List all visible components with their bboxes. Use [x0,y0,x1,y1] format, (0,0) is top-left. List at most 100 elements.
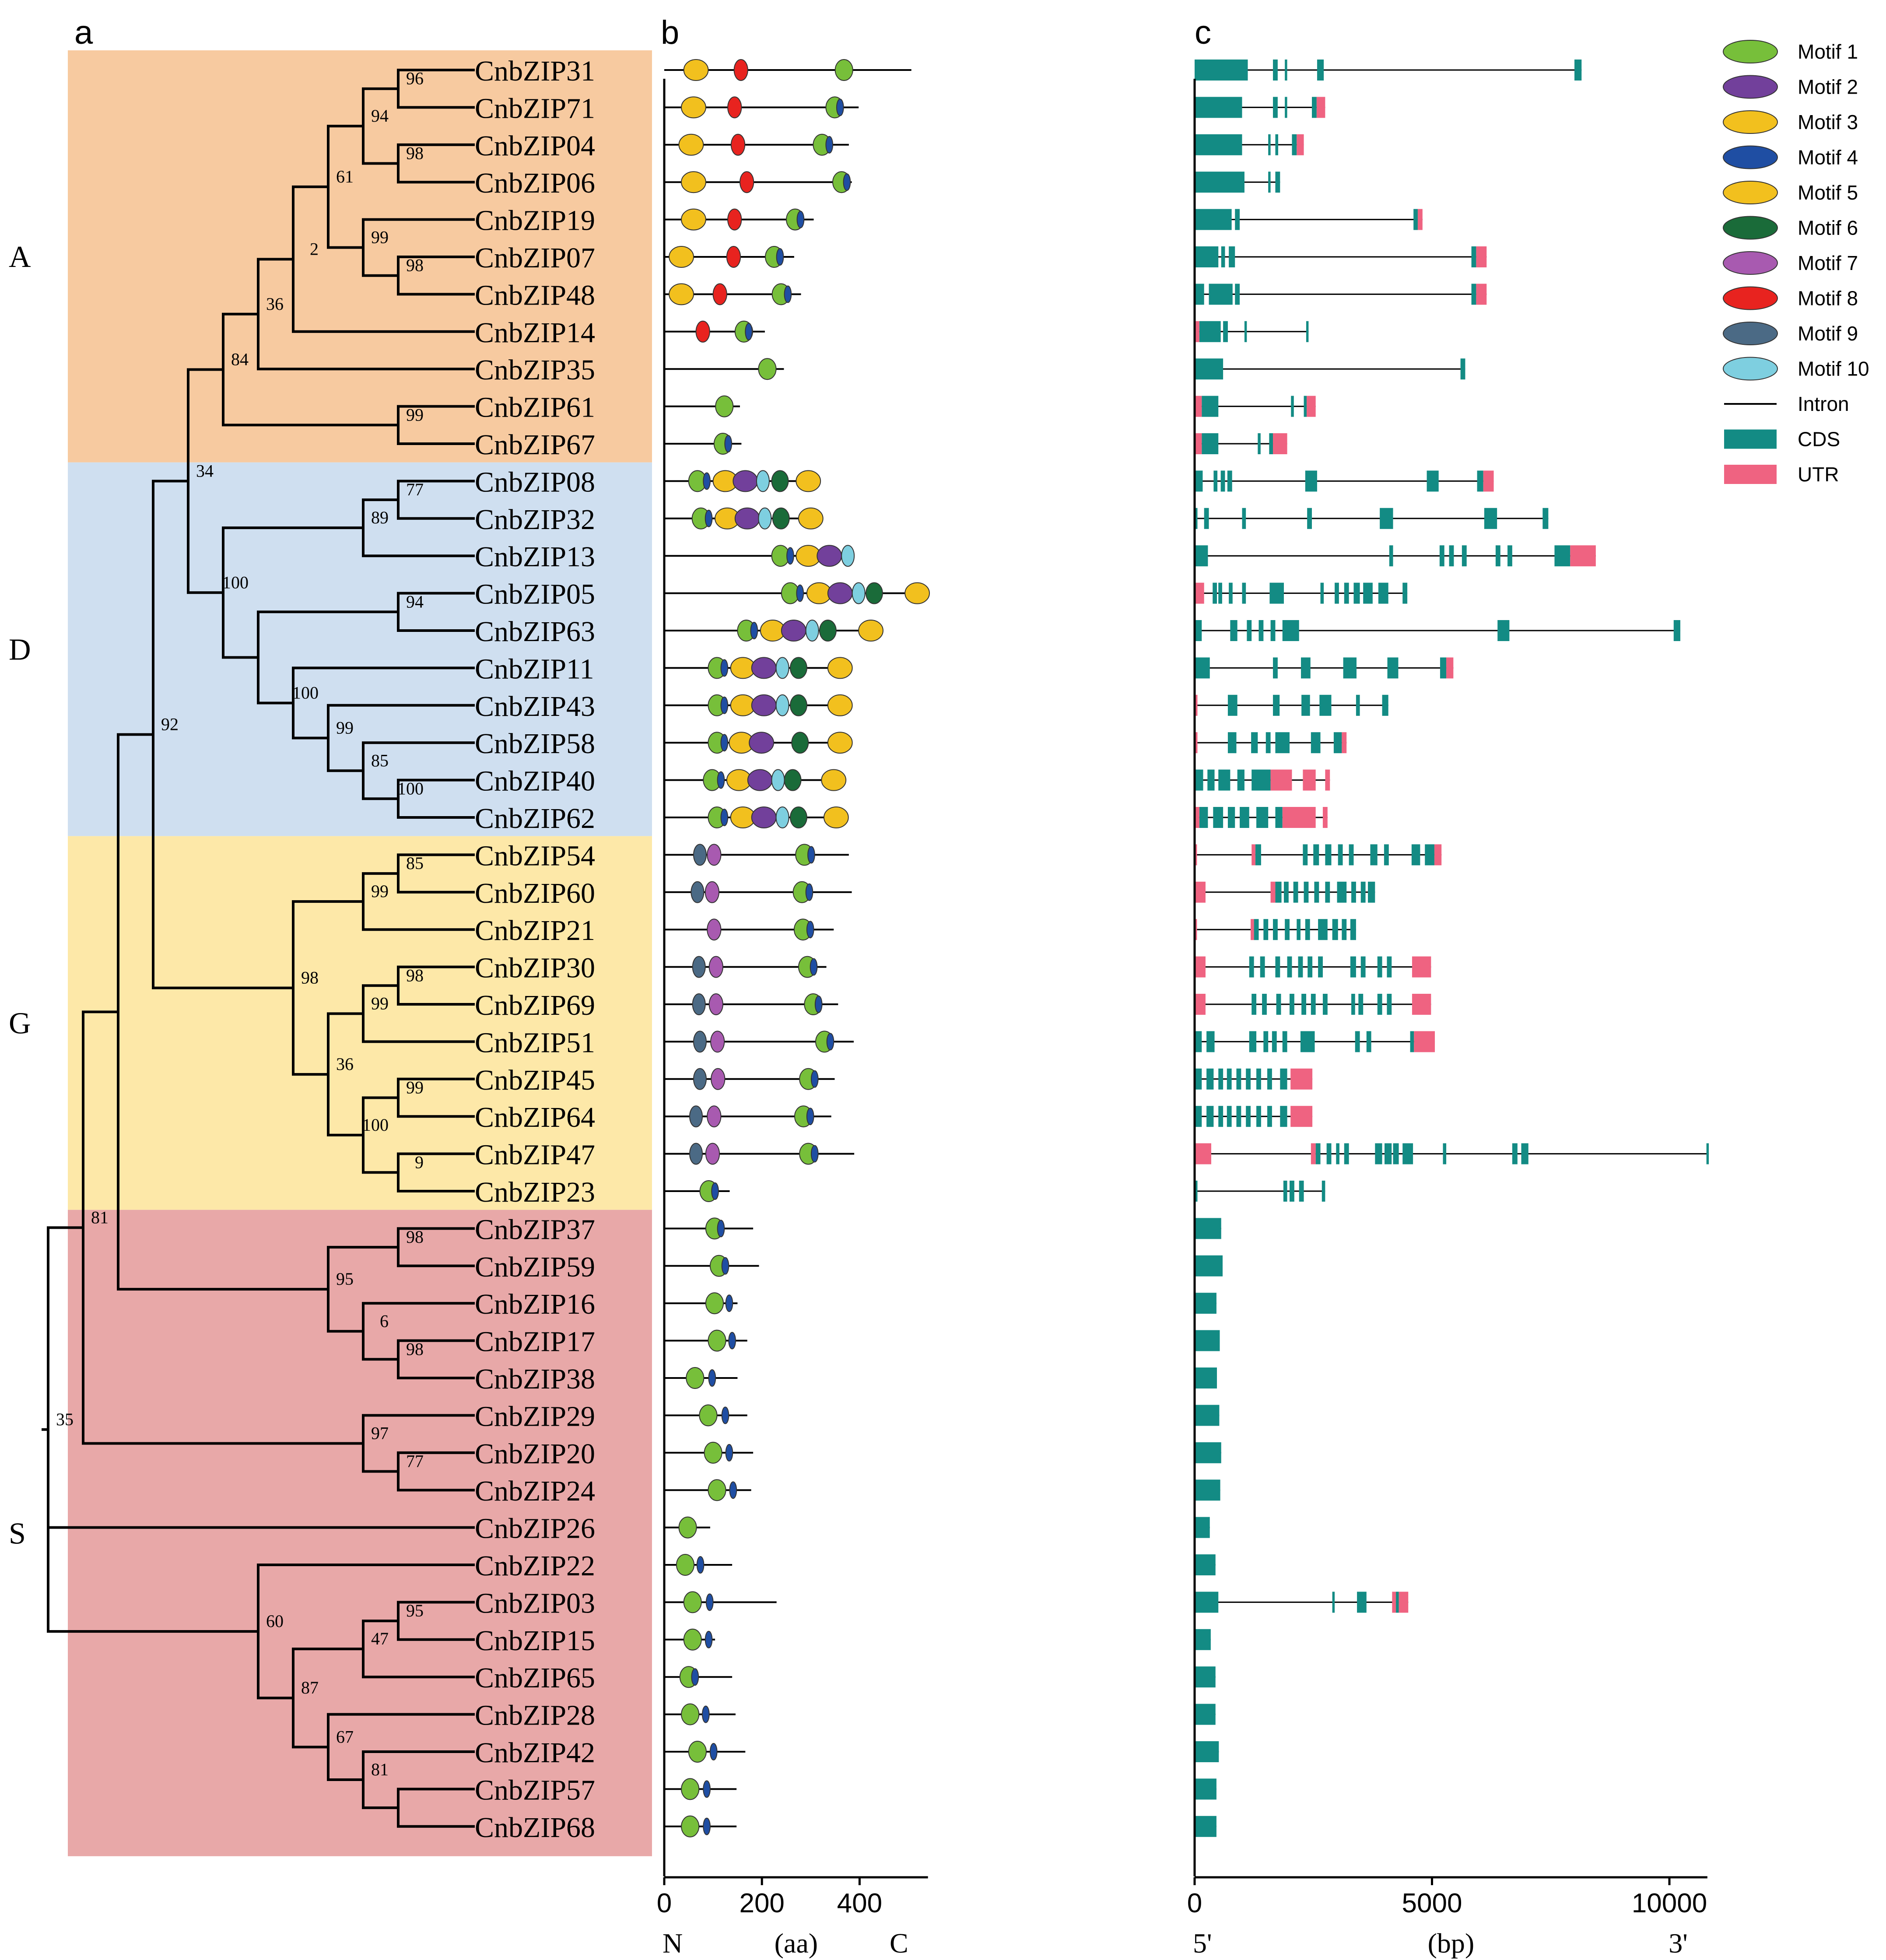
cds-block-CnbZIP30-4 [1298,956,1303,978]
legend-swatch-motif-7 [1723,251,1778,275]
gene-name-CnbZIP04: CnbZIP04 [475,130,595,162]
cds-block-CnbZIP71-2 [1285,97,1287,118]
bootstrap-n7: 2 [310,239,319,259]
cds-block-CnbZIP45-7 [1267,1068,1272,1090]
utr-block-CnbZIP62-2 [1322,807,1328,828]
motif-8-CnbZIP48 [712,283,727,305]
motif-1-CnbZIP20 [704,1441,722,1464]
cds-block-CnbZIP60-7 [1351,881,1356,903]
cds-block-CnbZIP68-0 [1195,1816,1216,1837]
protein-tick-label-2: 400 [837,1888,882,1918]
cds-block-CnbZIP58-1 [1251,732,1258,754]
cds-block-CnbZIP69-1 [1262,994,1267,1015]
motif-9-CnbZIP64 [689,1105,703,1128]
motif-5-CnbZIP31 [683,59,709,81]
cds-block-CnbZIP59-0 [1195,1255,1223,1276]
motif-9-CnbZIP51 [693,1031,707,1053]
motif-4-CnbZIP40 [717,771,725,789]
clade-bg-D [68,462,652,836]
motif-4-CnbZIP20 [725,1444,733,1462]
motif-5-CnbZIP06 [681,171,706,193]
motif-2-CnbZIP05 [827,582,853,604]
utr-block-CnbZIP03-0 [1392,1592,1396,1613]
cds-block-CnbZIP11-5 [1440,657,1447,679]
cds-block-CnbZIP21-7 [1332,919,1338,940]
cds-block-CnbZIP48-2 [1235,284,1240,305]
protein-unit: (aa) [775,1928,818,1959]
cds-block-CnbZIP19-0 [1195,209,1232,230]
motif-5-CnbZIP07 [669,246,694,268]
gene-name-CnbZIP59: CnbZIP59 [475,1251,595,1283]
cds-block-CnbZIP45-1 [1206,1068,1214,1090]
cds-block-CnbZIP45-0 [1195,1068,1202,1090]
cds-block-CnbZIP43-2 [1301,694,1310,716]
motif-1-CnbZIP35 [758,358,777,380]
legend-swatch-motif-1 [1723,40,1778,63]
cds-block-CnbZIP31-3 [1317,60,1324,81]
utr-block-CnbZIP51-0 [1414,1031,1435,1052]
motif-1-CnbZIP31 [834,59,853,81]
cds-block-CnbZIP64-0 [1195,1106,1202,1127]
cds-block-CnbZIP03-0 [1195,1592,1219,1613]
bootstrap-n40: 47 [371,1629,389,1648]
legend-swatch-motif-5 [1723,181,1778,204]
cds-block-CnbZIP69-7 [1351,994,1355,1015]
cds-block-CnbZIP64-6 [1256,1106,1261,1127]
utr-block-CnbZIP19-0 [1417,209,1423,230]
cds-block-CnbZIP30-10 [1387,956,1392,978]
gene-name-CnbZIP07: CnbZIP07 [475,242,595,274]
gene-name-CnbZIP17: CnbZIP17 [475,1326,595,1358]
cds-block-CnbZIP07-2 [1229,246,1235,267]
motif-4-CnbZIP16 [725,1294,733,1312]
utr-block-CnbZIP54-1 [1251,844,1255,866]
cds-block-CnbZIP51-6 [1300,1031,1315,1052]
cds-block-CnbZIP58-2 [1266,732,1271,754]
cds-block-CnbZIP37-0 [1195,1218,1221,1239]
utr-block-CnbZIP30-1 [1412,956,1431,978]
motif-8-CnbZIP04 [730,133,746,156]
bootstrap-n11: 77 [406,480,424,499]
cds-block-CnbZIP31-1 [1273,60,1278,81]
clade-bg-A [68,50,652,463]
cds-block-CnbZIP23-2 [1290,1181,1294,1202]
cds-block-CnbZIP64-3 [1227,1106,1232,1127]
gene-name-CnbZIP62: CnbZIP62 [475,803,595,834]
motif-4-CnbZIP54 [807,846,815,864]
bootstrap-n42: 81 [371,1760,389,1779]
bootstrap-n13: 94 [406,592,424,611]
cds-block-CnbZIP08-3 [1227,470,1232,492]
cds-block-CnbZIP06-1 [1268,172,1271,193]
cds-block-CnbZIP48-0 [1195,284,1204,305]
cds-block-CnbZIP38-0 [1195,1367,1217,1388]
cds-block-CnbZIP21-5 [1305,919,1310,940]
cds-block-CnbZIP30-8 [1360,956,1366,978]
gene-name-CnbZIP68: CnbZIP68 [475,1812,595,1844]
cds-block-CnbZIP60-0 [1275,881,1282,903]
motif-7-CnbZIP69 [708,993,723,1015]
cds-block-CnbZIP67-1 [1258,433,1261,454]
cds-block-CnbZIP51-9 [1410,1031,1414,1052]
cds-block-CnbZIP47-2 [1336,1143,1339,1164]
gene-tick-label-1: 5000 [1402,1888,1462,1918]
bootstrap-n15: 85 [371,750,389,770]
legend-label-12: UTR [1798,463,1839,486]
cds-block-CnbZIP08-0 [1195,470,1203,492]
cds-block-CnbZIP43-1 [1273,694,1280,716]
cds-block-CnbZIP69-0 [1251,994,1257,1015]
utr-block-CnbZIP03-1 [1399,1592,1409,1613]
cds-block-CnbZIP32-2 [1242,508,1246,529]
gene-names: CnbZIP31 CnbZIP71 CnbZIP04 CnbZIP06 CnbZIP19… [475,55,595,1844]
motif-1-CnbZIP42 [688,1741,707,1763]
bootstrap-n38: 81 [91,1207,109,1227]
bootstrap-n12: 89 [371,508,389,527]
cds-block-CnbZIP62-5 [1275,807,1283,828]
motif-10-CnbZIP05 [852,582,866,604]
motif-4-CnbZIP21 [806,921,814,939]
motif-2-CnbZIP62 [751,806,777,828]
motif-4-CnbZIP30 [810,958,818,976]
cds-block-CnbZIP69-9 [1377,994,1382,1015]
gene-name-CnbZIP16: CnbZIP16 [475,1288,595,1320]
motif-5-CnbZIP62 [823,806,849,828]
cds-block-CnbZIP64-8 [1280,1106,1287,1127]
utr-block-CnbZIP40-1 [1303,769,1316,791]
